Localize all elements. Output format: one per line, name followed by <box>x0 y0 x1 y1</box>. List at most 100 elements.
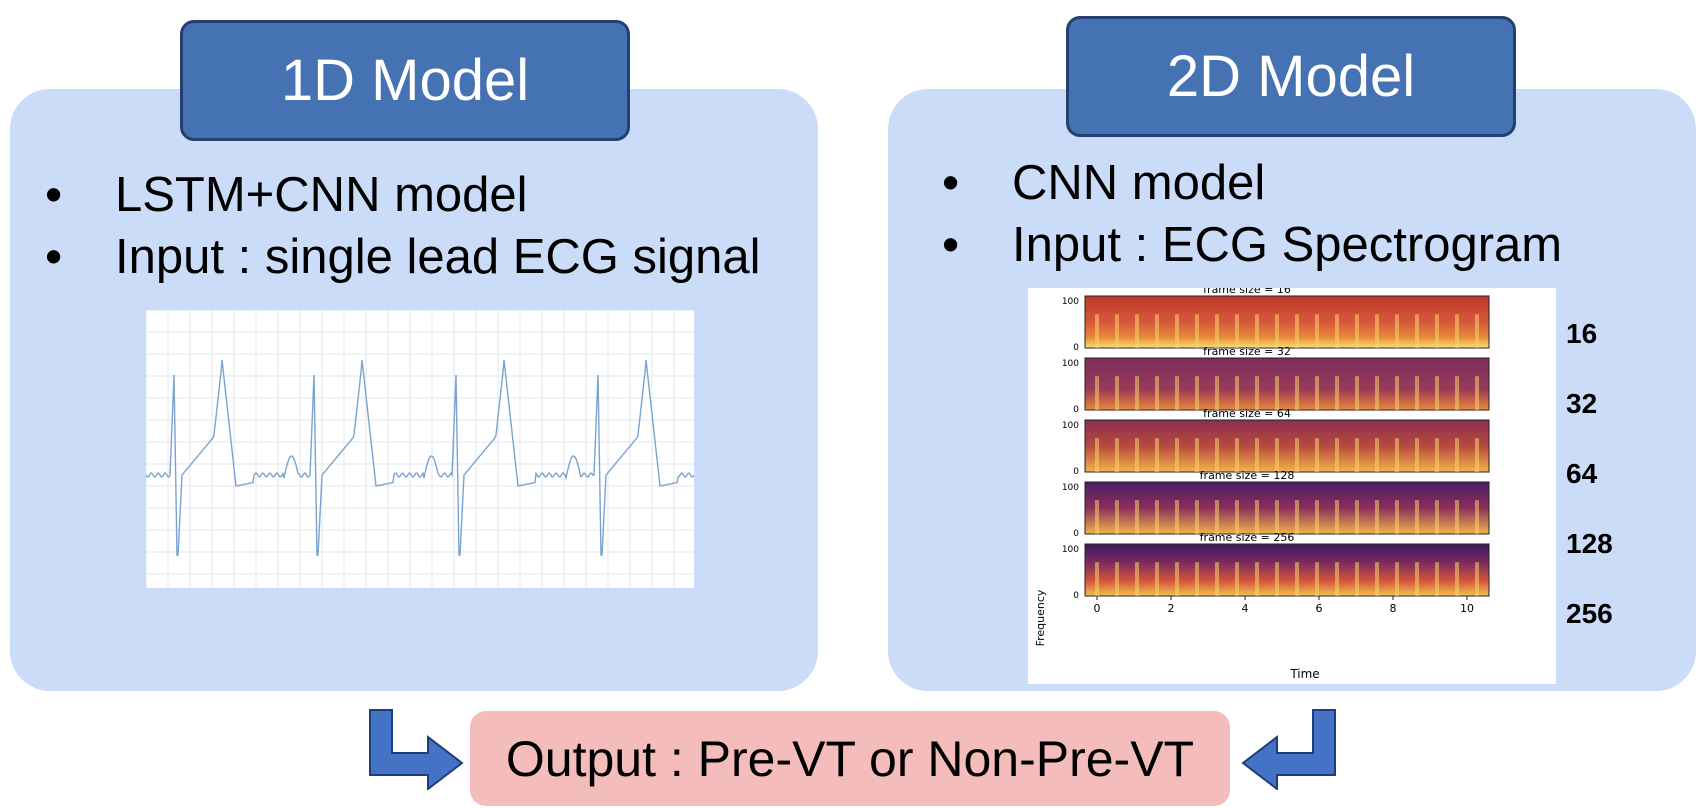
y-tick-label: 100 <box>1062 359 1079 369</box>
spectrogram-stripe <box>1315 438 1319 472</box>
spectrogram-stripe <box>1115 500 1119 534</box>
spectrogram-stripe <box>1155 500 1159 534</box>
spectrogram-stripe <box>1375 500 1379 534</box>
spectrogram-stripe <box>1235 376 1239 410</box>
spectrogram-stripe <box>1375 562 1379 596</box>
spectrogram-stripe <box>1175 500 1179 534</box>
spectrogram-stripe <box>1295 562 1299 596</box>
spectrogram-stripe <box>1215 314 1219 348</box>
frame-label: 64 <box>1566 458 1598 489</box>
spectrogram-stripe <box>1475 562 1479 596</box>
spectrogram-stripe <box>1355 438 1359 472</box>
y-tick-label: 0 <box>1073 591 1079 601</box>
spectrogram-stripe <box>1155 314 1159 348</box>
spectrogram-panel <box>1084 357 1490 411</box>
spectrogram-stripe <box>1355 562 1359 596</box>
spectrogram-stripe <box>1235 562 1239 596</box>
bullet-item: LSTM+CNN model <box>15 164 761 226</box>
spectrogram-stripe <box>1195 314 1199 348</box>
bullet-item: Input : single lead ECG signal <box>15 226 761 288</box>
spectrogram-stripe <box>1195 500 1199 534</box>
ecg-signal-image <box>146 310 694 588</box>
spectrogram-stripe <box>1375 314 1379 348</box>
spectrogram-stripe <box>1215 376 1219 410</box>
arrow-left-icon <box>369 709 464 790</box>
spectrogram-stripe <box>1475 314 1479 348</box>
x-axis-label: Time <box>1289 667 1319 681</box>
spectrogram-stripe <box>1455 500 1459 534</box>
arrow-right-icon <box>1241 709 1336 790</box>
spectrogram-stripe <box>1255 500 1259 534</box>
spectrogram-stripe <box>1435 438 1439 472</box>
frame-label: 256 <box>1566 598 1613 629</box>
spectrogram-stripe <box>1275 314 1279 348</box>
x-tick-label: 0 <box>1094 602 1101 615</box>
spectrogram-panel <box>1084 543 1490 597</box>
spectrogram-stripe <box>1415 376 1419 410</box>
y-tick-label: 100 <box>1062 545 1079 555</box>
spectrogram-stripe <box>1255 376 1259 410</box>
spectrogram-stripe <box>1295 314 1299 348</box>
spectrogram-stripe <box>1135 500 1139 534</box>
title-2d-model: 2D Model <box>1066 16 1516 137</box>
spectrogram-stripe <box>1175 438 1179 472</box>
subplot-title: frame size = 256 <box>1200 531 1295 544</box>
x-tick-label: 2 <box>1168 602 1175 615</box>
spectrogram-stripe <box>1175 314 1179 348</box>
frame-label: 16 <box>1566 318 1598 349</box>
y-axis-label: Frequency <box>1034 589 1047 646</box>
spectrogram-stripe <box>1275 562 1279 596</box>
spectrogram-stripe <box>1315 500 1319 534</box>
spectrogram-stripe <box>1355 376 1359 410</box>
subplot-title: frame size = 64 <box>1203 407 1291 420</box>
right-bullets: CNN model Input : ECG Spectrogram <box>912 152 1562 276</box>
spectrogram-stripe <box>1335 376 1339 410</box>
spectrogram-stripe <box>1375 376 1379 410</box>
spectrogram-stripe <box>1395 314 1399 348</box>
y-tick-label: 100 <box>1062 483 1079 493</box>
spectrogram-stripe <box>1235 500 1239 534</box>
spectrogram-stripe <box>1155 562 1159 596</box>
output-box: Output : Pre-VT or Non-Pre-VT <box>470 711 1230 806</box>
spectrogram-stripe <box>1315 562 1319 596</box>
spectrogram-stripe <box>1295 438 1299 472</box>
spectrogram-stripe <box>1455 438 1459 472</box>
spectrogram-stripe <box>1395 438 1399 472</box>
spectrogram-stripe <box>1335 314 1339 348</box>
ecg-trace <box>146 359 694 556</box>
spectrogram-stripe <box>1435 562 1439 596</box>
spectrogram-stripe <box>1195 376 1199 410</box>
spectrogram-stripe <box>1375 438 1379 472</box>
spectrogram-stripe <box>1135 314 1139 348</box>
spectrogram-stripe <box>1395 376 1399 410</box>
y-tick-label: 0 <box>1073 467 1079 477</box>
spectrogram-stripe <box>1275 376 1279 410</box>
spectrogram-stripe <box>1135 438 1139 472</box>
spectrogram-stripe <box>1095 562 1099 596</box>
spectrogram-stripe <box>1335 438 1339 472</box>
spectrogram-stripe <box>1475 438 1479 472</box>
spectrogram-stripe <box>1415 314 1419 348</box>
spectrogram-stripe <box>1335 562 1339 596</box>
subplot-title: frame size = 32 <box>1203 345 1291 358</box>
spectrogram-stripe <box>1455 314 1459 348</box>
spectrogram-stripe <box>1135 562 1139 596</box>
spectrogram-stripe <box>1215 438 1219 472</box>
y-tick-label: 100 <box>1062 297 1079 307</box>
spectrogram-stripe <box>1115 314 1119 348</box>
spectrogram-stripe <box>1135 376 1139 410</box>
spectrogram-stripe <box>1255 438 1259 472</box>
spectrogram-stripe <box>1435 500 1439 534</box>
spectrogram-stripe <box>1215 562 1219 596</box>
spectrogram-stripe <box>1115 562 1119 596</box>
frame-label: 32 <box>1566 388 1598 419</box>
spectrogram-stripe <box>1155 438 1159 472</box>
spectrogram-stripe <box>1255 314 1259 348</box>
frame-label: 128 <box>1566 528 1613 559</box>
spectrogram-stripe <box>1195 438 1199 472</box>
spectrogram-stripe <box>1275 438 1279 472</box>
spectrogram-stripe <box>1095 500 1099 534</box>
y-tick-label: 100 <box>1062 421 1079 431</box>
